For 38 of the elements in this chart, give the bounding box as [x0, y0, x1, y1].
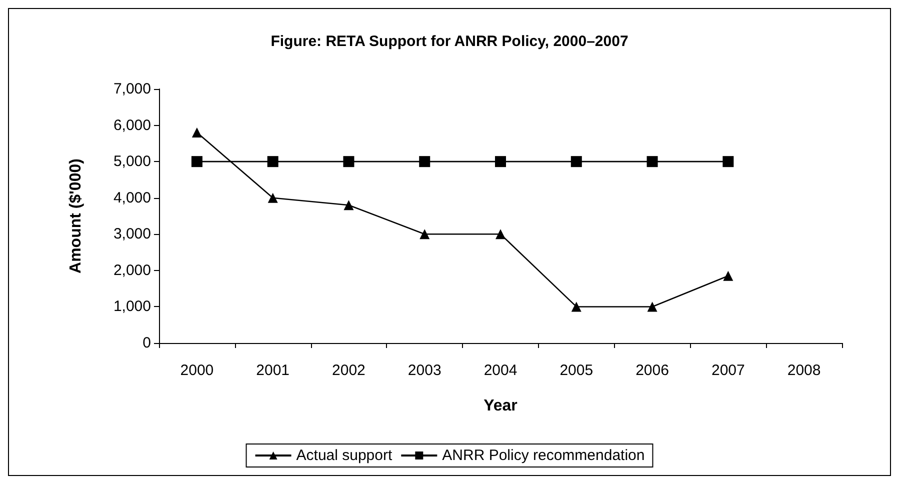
y-tick-label: 0 [142, 334, 151, 352]
point [419, 156, 430, 168]
x-tick-label: 2001 [256, 362, 290, 379]
point [722, 156, 734, 168]
point [496, 229, 506, 240]
y-axis-title: Amount ($'000) [68, 158, 84, 274]
point [646, 156, 658, 168]
x-tick-label: 2005 [560, 362, 594, 379]
y-tick-label: 1,000 [113, 298, 151, 316]
point [647, 302, 658, 312]
point [495, 156, 506, 168]
point [267, 156, 278, 168]
x-tick-label: 2008 [787, 362, 821, 379]
legend-label: Actual support [296, 447, 393, 464]
x-axis-title: Year [484, 398, 518, 414]
point [191, 156, 202, 168]
y-tick-label: 5,000 [113, 153, 151, 170]
y-tick-label: 7,000 [113, 80, 151, 98]
chart-title: Figure: RETA Support for ANRR Policy, 2000–2007 [270, 33, 628, 50]
point [723, 270, 734, 281]
legend-label: ANRR Policy recommendation [442, 447, 645, 464]
x-tick-label: 2004 [484, 362, 518, 379]
x-tick-label: 2006 [636, 362, 669, 379]
x-tick-label: 2003 [408, 362, 442, 379]
x-tick-label: 2000 [180, 362, 214, 379]
point [420, 229, 430, 240]
x-tick-label: 2007 [711, 362, 745, 379]
y-tick-label: 3,000 [113, 226, 151, 243]
point [344, 200, 354, 210]
point [343, 156, 354, 168]
x-tick-label: 2002 [332, 362, 366, 379]
point [570, 156, 582, 168]
point [571, 302, 582, 312]
y-tick-label: 6,000 [113, 116, 151, 134]
y-tick-label: 2,000 [113, 262, 151, 279]
point [268, 192, 278, 203]
point [192, 128, 202, 138]
y-tick-label: 4,000 [113, 189, 151, 206]
